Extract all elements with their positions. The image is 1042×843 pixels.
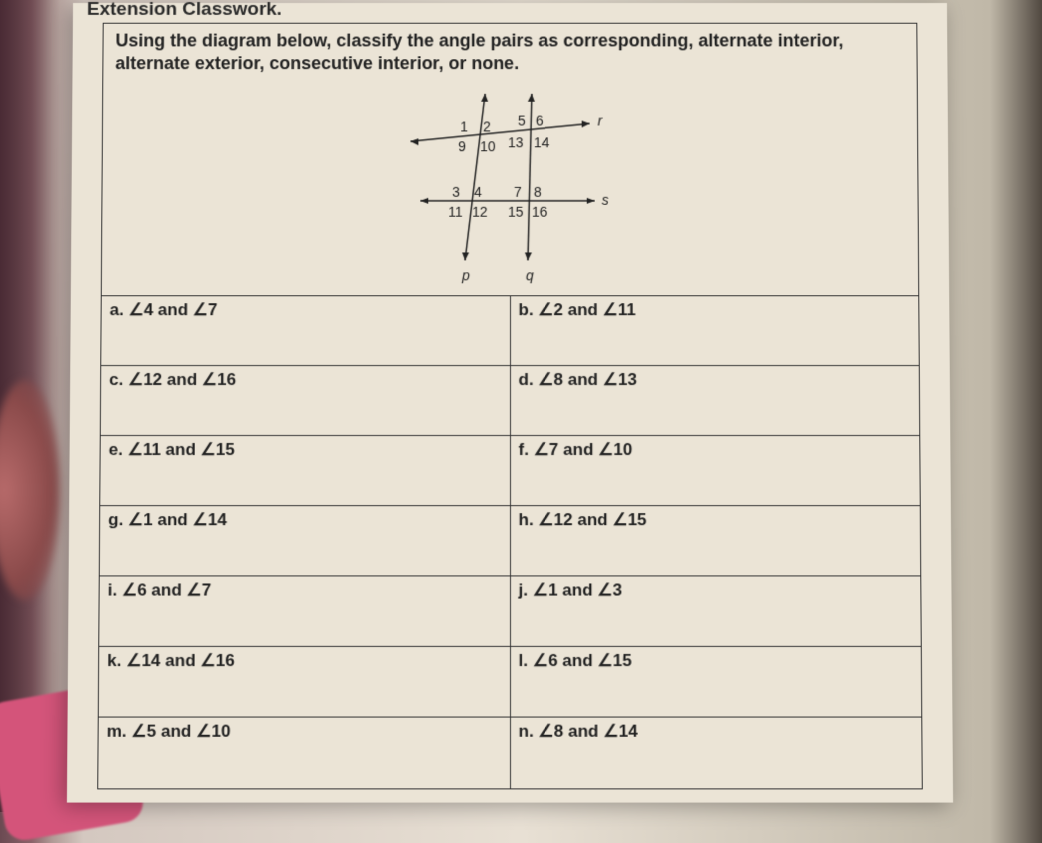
angle-7: 7: [514, 184, 522, 200]
table-row: c. ∠12 and ∠16d. ∠8 and ∠13: [101, 366, 920, 436]
cell-g: g. ∠1 and ∠14: [100, 506, 510, 576]
cell-f: f. ∠7 and ∠10: [510, 436, 920, 506]
table-row: i. ∠6 and ∠7j. ∠1 and ∠3: [99, 576, 921, 646]
angle-8: 8: [534, 184, 542, 200]
cell-j: j. ∠1 and ∠3: [510, 576, 921, 646]
table-row: e. ∠11 and ∠15f. ∠7 and ∠10: [100, 436, 920, 506]
line-s-label: s: [602, 192, 609, 208]
worksheet-page: Extension Classwork. Using the diagram b…: [67, 3, 953, 803]
angle-3: 3: [452, 184, 460, 200]
cell-e: e. ∠11 and ∠15: [100, 436, 510, 506]
cell-b: b. ∠2 and ∠11: [510, 296, 919, 366]
cell-m: m. ∠5 and ∠10: [98, 717, 510, 788]
table-row: g. ∠1 and ∠14h. ∠12 and ∠15: [100, 506, 921, 576]
cell-c: c. ∠12 and ∠16: [101, 366, 510, 436]
cell-l: l. ∠6 and ∠15: [510, 646, 921, 717]
cell-k: k. ∠14 and ∠16: [99, 646, 510, 717]
angle-14: 14: [534, 134, 550, 150]
instructions-text: Using the diagram below, classify the an…: [103, 24, 916, 78]
cell-i: i. ∠6 and ∠7: [99, 576, 510, 646]
table-row: m. ∠5 and ∠10n. ∠8 and ∠14: [98, 717, 922, 788]
line-q-label: q: [526, 267, 534, 283]
angle-12: 12: [472, 204, 488, 220]
angle-2: 2: [483, 119, 491, 135]
angle-11: 11: [448, 204, 463, 220]
angle-4: 4: [474, 184, 482, 200]
angle-10: 10: [480, 138, 496, 154]
cell-d: d. ∠8 and ∠13: [510, 366, 919, 436]
line-r-label: r: [598, 113, 604, 129]
cell-n: n. ∠8 and ∠14: [510, 717, 922, 788]
table-row: k. ∠14 and ∠16l. ∠6 and ∠15: [99, 646, 922, 717]
diagram-container: 1 2 9 10 5 6 13 14 3 4 11 12 7 8: [102, 78, 919, 295]
cell-a: a. ∠4 and ∠7: [101, 296, 510, 366]
line-p-label: p: [461, 267, 470, 283]
angle-13: 13: [508, 134, 524, 150]
angle-9: 9: [458, 138, 466, 154]
page-heading: Extension Classwork.: [87, 0, 282, 21]
transversal-diagram: 1 2 9 10 5 6 13 14 3 4 11 12 7 8: [380, 82, 640, 295]
angle-5: 5: [518, 113, 526, 129]
angle-6: 6: [536, 113, 544, 129]
angle-15: 15: [508, 204, 524, 220]
angle-1: 1: [460, 119, 468, 135]
cell-h: h. ∠12 and ∠15: [510, 506, 920, 576]
problem-box: Using the diagram below, classify the an…: [97, 23, 923, 789]
table-row: a. ∠4 and ∠7b. ∠2 and ∠11: [101, 296, 919, 366]
angle-16: 16: [532, 204, 548, 220]
answer-table: a. ∠4 and ∠7b. ∠2 and ∠11c. ∠12 and ∠16d…: [98, 295, 922, 788]
